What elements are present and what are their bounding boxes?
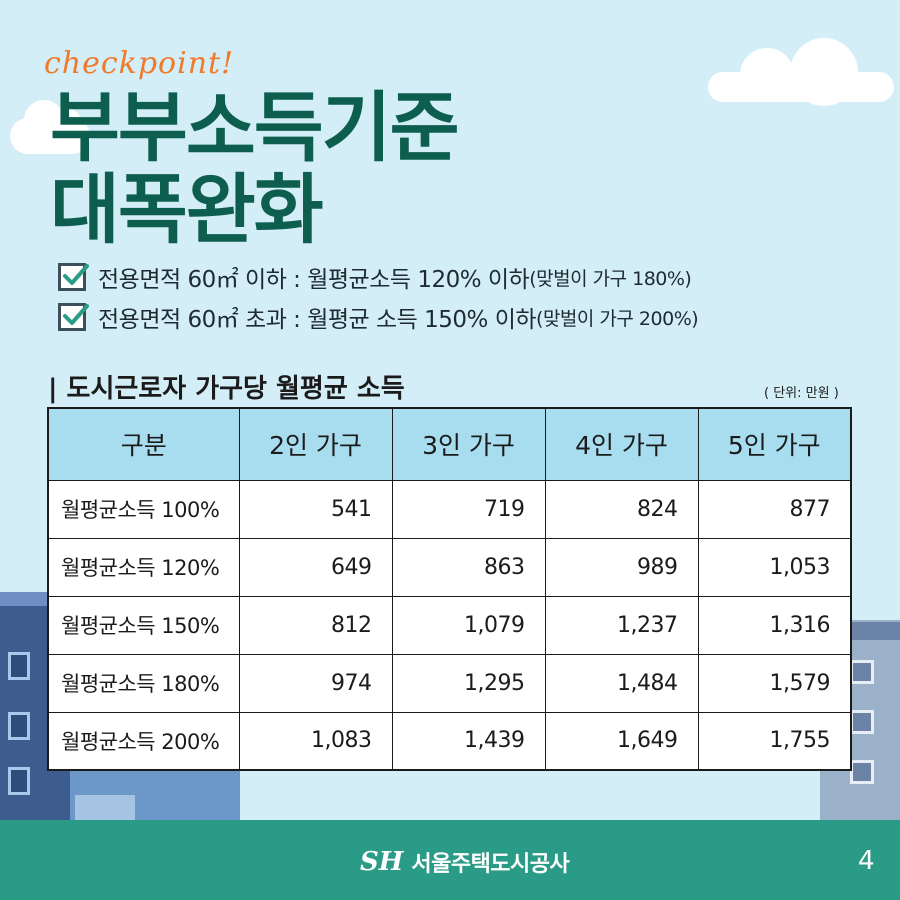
row-label: 월평균소득 200% xyxy=(47,711,240,771)
table-cell: 1,439 xyxy=(391,711,546,771)
table-cell: 812 xyxy=(238,595,393,655)
section-title: | 도시근로자 가구당 월평균 소득 xyxy=(48,374,405,404)
brand-name: 서울주택도시공사 xyxy=(411,852,570,877)
row-label: 월평균소득 100% xyxy=(47,479,240,539)
brand: SH 서울주택도시공사 xyxy=(360,846,570,878)
page-title: 부부소득기준 xyxy=(50,83,460,172)
table-cell: 1,649 xyxy=(544,711,699,771)
column-header: 4인 가구 xyxy=(544,407,699,481)
criteria-item: 전용면적 60㎡ 이하 : 월평균소득 120% 이하 (맞벌이 가구 180%… xyxy=(58,260,692,294)
column-header: 5인 가구 xyxy=(697,407,852,481)
unit-note: ( 단위: 만원 ) xyxy=(764,386,839,401)
table-row: 월평균소득 100% 541 719 824 877 xyxy=(47,479,852,539)
column-header: 구분 xyxy=(47,407,240,481)
table-header-row: 구분 2인 가구 3인 가구 4인 가구 5인 가구 xyxy=(47,407,852,481)
building-roof xyxy=(848,622,900,640)
table-cell: 1,579 xyxy=(697,653,852,713)
criteria-item: 전용면적 60㎡ 초과 : 월평균 소득 150% 이하 (맞벌이 가구 200… xyxy=(58,300,699,334)
column-header: 2인 가구 xyxy=(238,407,393,481)
tagline: checkpoint! xyxy=(44,46,235,81)
table-cell: 863 xyxy=(391,537,546,597)
row-label: 월평균소득 180% xyxy=(47,653,240,713)
criteria-text: 전용면적 60㎡ 이하 : 월평균소득 120% 이하 xyxy=(98,267,530,293)
table-row: 월평균소득 200% 1,083 1,439 1,649 1,755 xyxy=(47,711,852,771)
table-cell: 1,053 xyxy=(697,537,852,597)
cloud-icon xyxy=(708,38,894,106)
sh-logo: SH xyxy=(360,847,404,877)
table-row: 월평균소득 180% 974 1,295 1,484 1,579 xyxy=(47,653,852,713)
table-cell: 541 xyxy=(238,479,393,539)
criteria-note: (맞벌이 가구 180%) xyxy=(529,267,692,290)
table-row: 월평균소득 150% 812 1,079 1,237 1,316 xyxy=(47,595,852,655)
income-table: 구분 2인 가구 3인 가구 4인 가구 5인 가구 월평균소득 100% 54… xyxy=(47,407,852,771)
table-cell: 1,484 xyxy=(544,653,699,713)
table-cell: 974 xyxy=(238,653,393,713)
table-cell: 1,079 xyxy=(391,595,546,655)
table-cell: 1,083 xyxy=(238,711,393,771)
table-cell: 1,316 xyxy=(697,595,852,655)
table-row: 월평균소득 120% 649 863 989 1,053 xyxy=(47,537,852,597)
table-cell: 1,295 xyxy=(391,653,546,713)
table-cell: 989 xyxy=(544,537,699,597)
page-number: 4 xyxy=(858,846,875,876)
table-cell: 1,755 xyxy=(697,711,852,771)
table-cell: 1,237 xyxy=(544,595,699,655)
table-cell: 877 xyxy=(697,479,852,539)
row-label: 월평균소득 120% xyxy=(47,537,240,597)
criteria-note: (맞벌이 가구 200%) xyxy=(536,307,699,330)
cloud-icon xyxy=(10,100,90,154)
criteria-text: 전용면적 60㎡ 초과 : 월평균 소득 150% 이하 xyxy=(98,307,537,333)
page-title-line2: 대폭완화 xyxy=(50,165,324,254)
table-cell: 649 xyxy=(238,537,393,597)
table-cell: 719 xyxy=(391,479,546,539)
column-header: 3인 가구 xyxy=(391,407,546,481)
checkbox-icon xyxy=(58,303,89,331)
checkbox-icon xyxy=(58,263,89,291)
table-cell: 824 xyxy=(544,479,699,539)
row-label: 월평균소득 150% xyxy=(47,595,240,655)
footer-bar xyxy=(0,820,900,900)
